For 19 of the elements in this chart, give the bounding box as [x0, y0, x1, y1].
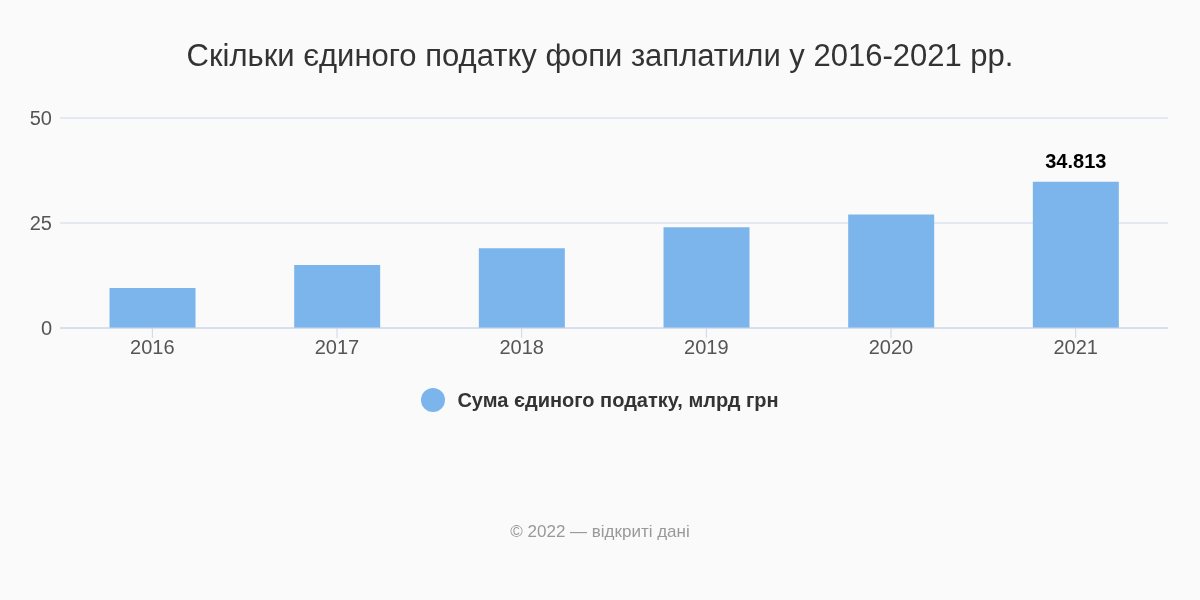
x-tick-label: 2019 — [684, 336, 729, 359]
y-tick-label: 25 — [29, 212, 52, 235]
chart-title: Скільки єдиного податку фопи заплатили у 2016-2021 рр. — [185, 38, 1015, 75]
x-tick-label: 2020 — [868, 336, 914, 359]
bar — [109, 288, 196, 328]
bar — [294, 265, 381, 328]
x-tick-label: 2018 — [499, 336, 544, 359]
x-tick-label: 2017 — [314, 336, 360, 359]
bar — [478, 248, 565, 328]
bar — [1032, 181, 1119, 328]
y-tick-label: 50 — [29, 107, 52, 130]
y-tick-label: 0 — [40, 317, 52, 340]
data-label: 34.813 — [1045, 149, 1107, 172]
x-tick-label: 2021 — [1053, 336, 1098, 359]
bar — [663, 227, 750, 328]
text: © 2022 — відкриті дані — [509, 522, 691, 542]
x-tick-label: 2016 — [130, 336, 175, 359]
legend-label: Сума єдиного податку, млрд грн — [457, 388, 779, 412]
bar — [848, 214, 935, 328]
